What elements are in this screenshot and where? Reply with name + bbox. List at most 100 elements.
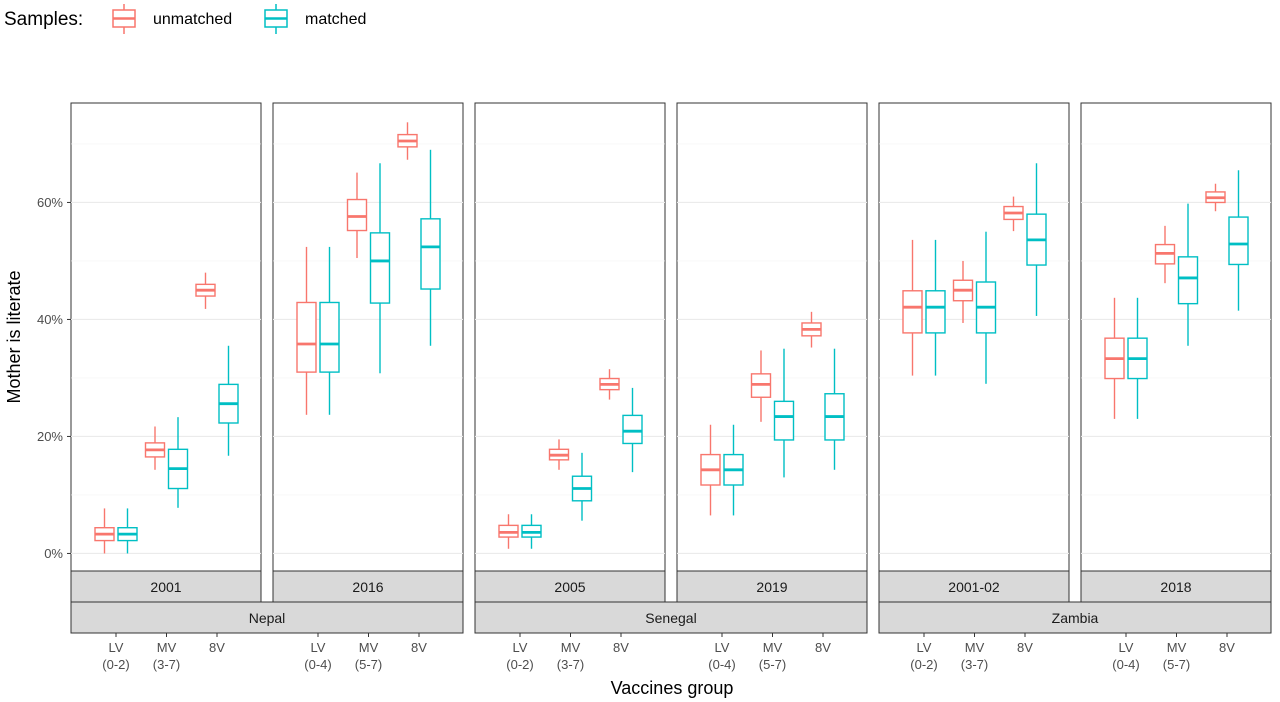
box-matched-lv [319,246,340,415]
x-tick-label: (3-7) [153,657,180,672]
x-tick-label: 8V [1219,640,1235,655]
box-unmatched-8v [1205,183,1226,212]
panel-nepal-2016: LV (0-4) MV (5-7) 8V 2016 [272,102,464,672]
strip-country [70,601,464,634]
legend-label-unmatched: unmatched [153,11,232,28]
box-matched-8v [622,387,643,473]
box-unmatched-8v [195,272,216,309]
x-tick-label: 8V [613,640,629,655]
y-tick-label: 60% [37,195,63,210]
box-matched-mv [369,163,391,374]
strip-year-label: 2016 [352,579,383,595]
box-matched-lv [723,424,744,516]
x-tick-label: LV [1119,640,1134,655]
box-matched-8v [1026,163,1047,316]
x-tick-label: (5-7) [355,657,382,672]
legend-key-unmatched [112,4,136,34]
x-tick-label: (0-2) [102,657,129,672]
legend: Samples: unmatched matched [4,4,366,34]
x-tick-label: (0-2) [910,657,937,672]
box-matched-mv [167,417,189,508]
x-tick-label: (3-7) [961,657,988,672]
x-tick-label: (0-4) [1112,657,1139,672]
panel-senegal-2005: LV (0-2) MV (3-7) 8V 2005 [474,102,666,672]
strip-year [676,570,868,603]
x-tick-label: (0-2) [506,657,533,672]
panel-background [1080,102,1272,572]
y-axis-title: Mother is literate [4,270,24,403]
box-matched-lv [117,508,138,554]
box-matched-mv [773,348,795,478]
box-unmatched-8v [801,311,822,348]
strip-year-label: 2019 [756,579,787,595]
box-unmatched-lv [94,508,115,554]
strip-country [878,601,1272,634]
panel-zambia-2001-02: LV (0-2) MV (3-7) 8V 2001-02 [878,102,1070,672]
box-unmatched-lv [296,246,317,415]
x-tick-label: MV [157,640,177,655]
x-tick-label: 8V [815,640,831,655]
box-iqr [346,198,368,232]
box-matched-mv [975,231,997,384]
box-iqr [1228,216,1249,266]
box-iqr [296,301,317,373]
box-unmatched-mv [144,426,166,470]
box-matched-lv [521,514,542,549]
x-tick-label: LV [513,640,528,655]
x-tick-label: MV [763,640,783,655]
x-tick-label: (0-4) [304,657,331,672]
box-matched-8v [824,348,845,470]
x-tick-label: 8V [209,640,225,655]
strip-year [70,570,262,603]
panel-nepal-2001: LV (0-2) MV (3-7) 8V 2001 [70,102,262,672]
x-tick-label: MV [965,640,985,655]
box-matched-mv [571,452,593,521]
box-iqr [369,232,391,304]
box-unmatched-mv [750,350,772,422]
box-matched-lv [1127,297,1148,419]
box-unmatched-mv [1154,225,1176,284]
box-matched-lv [925,239,946,376]
box-iqr [622,414,643,445]
strip-country-label: Senegal [645,610,696,626]
box-unmatched-8v [599,369,620,400]
plot-area: LV (0-2) MV (3-7) 8V 2001 LV (0-4) MV (5-7) 8V 2016… [37,102,1272,672]
x-tick-label: MV [1167,640,1187,655]
box-unmatched-mv [346,172,368,259]
strip-year-label: 2001-02 [948,579,1000,595]
strip-year-label: 2005 [554,579,585,595]
x-tick-label: MV [359,640,379,655]
box-unmatched-lv [498,514,519,549]
x-tick-label: LV [311,640,326,655]
strip-year-label: 2001 [150,579,181,595]
panel-background [474,102,666,572]
panel-zambia-2018: LV (0-4) MV (5-7) 8V 2018 [1080,102,1272,672]
box-iqr [925,290,946,334]
x-tick-label: 8V [1017,640,1033,655]
x-tick-label: 8V [411,640,427,655]
x-axis-title: Vaccines group [611,678,734,698]
strip-year [272,570,464,603]
x-tick-label: LV [917,640,932,655]
x-tick-label: LV [715,640,730,655]
box-unmatched-lv [1104,297,1125,419]
box-matched-8v [1228,170,1249,311]
box-matched-8v [218,345,239,456]
strip-year [474,570,666,603]
box-iqr [902,290,923,334]
x-tick-label: (5-7) [759,657,786,672]
y-axis: 0% 20% 40% 60% [37,195,71,561]
box-unmatched-lv [700,424,721,516]
x-tick-label: MV [561,640,581,655]
x-tick-label: (5-7) [1163,657,1190,672]
panel-senegal-2019: LV (0-4) MV (5-7) 8V 2019 [676,102,868,672]
box-iqr [1177,256,1199,305]
box-unmatched-mv [952,260,974,323]
y-tick-label: 20% [37,429,63,444]
legend-label-matched: matched [305,11,366,28]
strip-country-label: Zambia [1052,610,1099,626]
strip-country [474,601,868,634]
box-unmatched-lv [902,239,923,376]
x-tick-label: (0-4) [708,657,735,672]
